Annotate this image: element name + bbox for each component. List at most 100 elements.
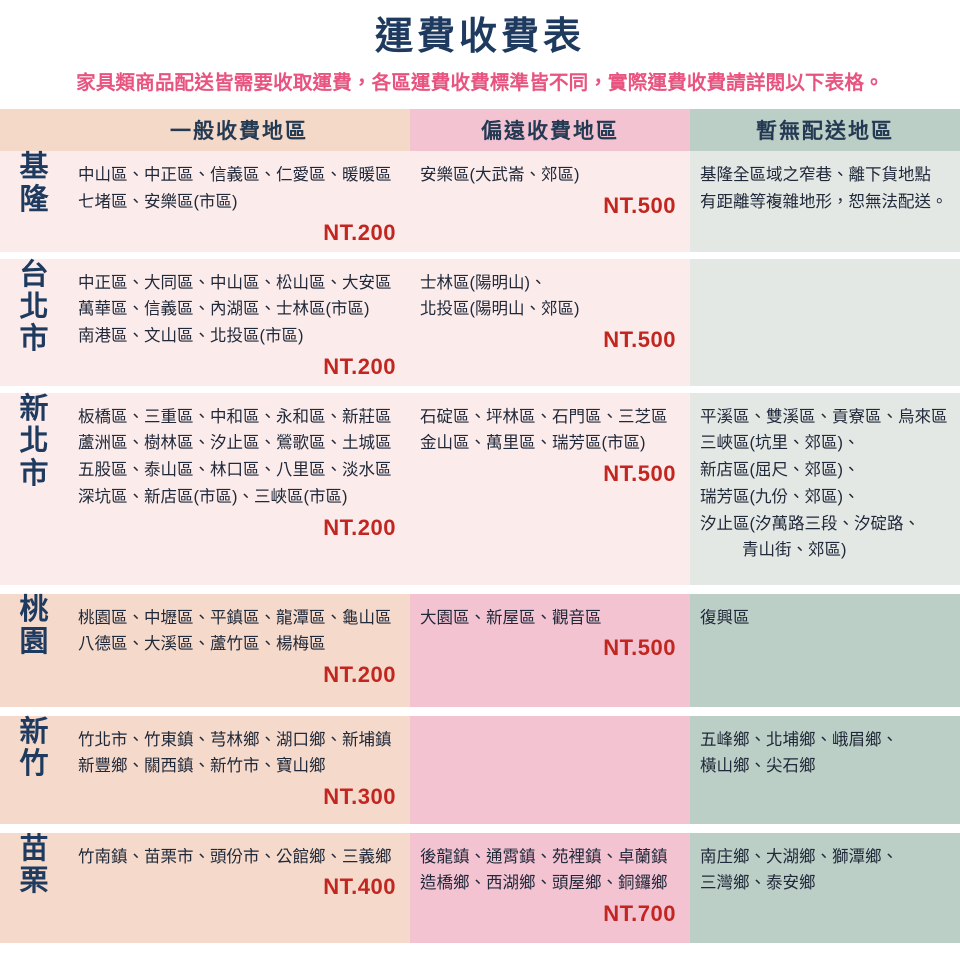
- area-line: 中正區、大同區、中山區、松山區、大安區: [78, 273, 392, 292]
- area-list: 竹北市、竹東鎮、芎林鄉、湖口鄉、新埔鎮 新豐鄉、關西鎮、新竹市、寶山鄉: [78, 727, 400, 780]
- area-line: 八德區、大溪區、蘆竹區、楊梅區: [78, 635, 326, 654]
- area-list: 復興區: [700, 605, 950, 632]
- region-label-cell: 新竹: [0, 715, 68, 824]
- area-line: 竹北市、竹東鎮、芎林鄉、湖口鄉、新埔鎮: [78, 730, 392, 749]
- no-delivery-zone-cell: 五峰鄉、北埔鄉、峨眉鄉、 橫山鄉、尖石鄉: [690, 715, 960, 824]
- price-amount: NT.200: [323, 353, 396, 379]
- area-line: 青山街、郊區): [742, 541, 847, 560]
- area-list: 板橋區、三重區、中和區、永和區、新莊區 蘆洲區、樹林區、汐止區、鶯歌區、土城區 五股…: [78, 404, 400, 511]
- region-name: 台北市: [19, 258, 49, 356]
- price-amount: NT.200: [323, 219, 396, 245]
- row-spacer-cell: [0, 385, 960, 393]
- area-line: 大園區、新屋區、觀音區: [420, 608, 602, 627]
- table-body: 基隆 中山區、中正區、信義區、仁愛區、暖暖區 七堵區、安樂區(市區) NT.200 安樂…: [0, 151, 960, 943]
- area-line: 後龍鎮、通霄鎮、苑裡鎮、卓蘭鎮: [420, 847, 668, 866]
- area-list: 中正區、大同區、中山區、松山區、大安區 萬華區、信義區、內湖區、士林區(市區) 南港…: [78, 270, 400, 350]
- region-name: 基隆: [19, 151, 49, 216]
- remote-zone-cell: 士林區(陽明山)、 北投區(陽明山、郊區) NT.500: [410, 258, 690, 386]
- no-delivery-zone-cell: [690, 258, 960, 386]
- area-line: 蘆洲區、樹林區、汐止區、鶯歌區、土城區: [78, 434, 392, 453]
- price-amount: NT.500: [603, 192, 676, 218]
- area-list: 基隆全區域之窄巷、離下貨地點 有距離等複雜地形，恕無法配送。: [700, 162, 950, 215]
- table-row: 新竹 竹北市、竹東鎮、芎林鄉、湖口鄉、新埔鎮 新豐鄉、關西鎮、新竹市、寶山鄉 NT.3…: [0, 715, 960, 824]
- normal-zone-cell: 桃園區、中壢區、平鎮區、龍潭區、龜山區 八德區、大溪區、蘆竹區、楊梅區 NT.200: [68, 593, 410, 707]
- row-spacer: [0, 251, 960, 259]
- remote-zone-cell: 安樂區(大武崙、郊區) NT.500: [410, 151, 690, 252]
- remote-zone-cell: [410, 715, 690, 824]
- region-name: 新竹: [19, 715, 49, 781]
- normal-zone-cell: 板橋區、三重區、中和區、永和區、新莊區 蘆洲區、樹林區、汐止區、鶯歌區、土城區 五股…: [68, 392, 410, 585]
- row-spacer-cell: [0, 823, 960, 833]
- area-line: 七堵區、安樂區(市區): [78, 192, 238, 211]
- area-line: 新豐鄉、關西鎮、新竹市、寶山鄉: [78, 757, 326, 776]
- row-spacer: [0, 385, 960, 393]
- area-line: 平溪區、雙溪區、貢寮區、烏來區: [700, 407, 948, 426]
- table-header: 一般收費地區 偏遠收費地區 暫無配送地區: [0, 109, 960, 152]
- region-label-cell: 苗栗: [0, 832, 68, 943]
- header-remote-zone: 偏遠收費地區: [410, 109, 690, 152]
- area-line: 五股區、泰山區、林口區、八里區、淡水區: [78, 461, 392, 480]
- price-amount: NT.500: [603, 635, 676, 661]
- normal-zone-cell: 竹南鎮、苗栗市、頭份市、公館鄉、三義鄉 NT.400: [68, 832, 410, 943]
- normal-zone-cell: 竹北市、竹東鎮、芎林鄉、湖口鄉、新埔鎮 新豐鄉、關西鎮、新竹市、寶山鄉 NT.300: [68, 715, 410, 824]
- row-spacer: [0, 706, 960, 716]
- area-line: 新店區(屈尺、郊區)、: [700, 461, 860, 480]
- area-line: 士林區(陽明山)、: [420, 273, 547, 292]
- area-list: 平溪區、雙溪區、貢寮區、烏來區 三峽區(坑里、郊區)、 新店區(屈尺、郊區)、 瑞芳區…: [700, 404, 950, 564]
- area-line: 桃園區、中壢區、平鎮區、龍潭區、龜山區: [78, 608, 392, 627]
- region-label-cell: 基隆: [0, 151, 68, 252]
- region-label-cell: 台北市: [0, 258, 68, 386]
- page-subtitle: 家具類商品配送皆需要收取運費，各區運費收費標準皆不同，實際運費收費請詳閱以下表格…: [76, 71, 884, 94]
- area-line: 有距離等複雜地形，恕無法配送。: [700, 192, 948, 211]
- area-line: 深坑區、新店區(市區)、三峽區(市區): [78, 487, 348, 506]
- area-line: 南港區、文山區、北投區(市區): [78, 326, 304, 345]
- row-spacer-cell: [0, 584, 960, 594]
- area-line: 金山區、萬里區、瑞芳區(市區): [420, 434, 646, 453]
- row-spacer: [0, 584, 960, 594]
- table-row: 桃園 桃園區、中壢區、平鎮區、龍潭區、龜山區 八德區、大溪區、蘆竹區、楊梅區 NT.2…: [0, 593, 960, 707]
- area-line: 南庄鄉、大湖鄉、獅潭鄉、: [700, 847, 898, 866]
- table-row: 台北市 中正區、大同區、中山區、松山區、大安區 萬華區、信義區、內湖區、士林區(市區…: [0, 258, 960, 386]
- page-title: 運費收費表: [374, 16, 585, 58]
- header-region-label: [0, 109, 68, 152]
- area-line: 瑞芳區(九份、郊區)、: [700, 487, 860, 506]
- row-spacer-cell: [0, 251, 960, 259]
- table-row: 新北市 板橋區、三重區、中和區、永和區、新莊區 蘆洲區、樹林區、汐止區、鶯歌區、土城…: [0, 392, 960, 585]
- area-list: 南庄鄉、大湖鄉、獅潭鄉、 三灣鄉、泰安鄉: [700, 844, 950, 897]
- area-line: 石碇區、坪林區、石門區、三芝區: [420, 407, 668, 426]
- area-list: 士林區(陽明山)、北投區(陽明山、郊區): [420, 270, 680, 323]
- area-list: 大園區、新屋區、觀音區: [420, 605, 680, 632]
- area-line: 三峽區(坑里、郊區)、: [700, 434, 860, 453]
- region-name: 桃園: [19, 593, 49, 659]
- title-block: 運費收費表 家具類商品配送皆需要收取運費，各區運費收費標準皆不同，實際運費收費請…: [0, 0, 960, 95]
- area-line: 竹南鎮、苗栗市、頭份市、公館鄉、三義鄉: [78, 847, 392, 866]
- area-list: 後龍鎮、通霄鎮、苑裡鎮、卓蘭鎮 造橋鄉、西湖鄉、頭屋鄉、銅鑼鄉: [420, 844, 680, 897]
- normal-zone-cell: 中山區、中正區、信義區、仁愛區、暖暖區 七堵區、安樂區(市區) NT.200: [68, 151, 410, 252]
- normal-zone-cell: 中正區、大同區、中山區、松山區、大安區 萬華區、信義區、內湖區、士林區(市區) 南港…: [68, 258, 410, 386]
- region-name: 新北市: [19, 392, 49, 490]
- area-list: 中山區、中正區、信義區、仁愛區、暖暖區 七堵區、安樂區(市區): [78, 162, 400, 215]
- area-line: 中山區、中正區、信義區、仁愛區、暖暖區: [78, 166, 392, 185]
- remote-zone-cell: 大園區、新屋區、觀音區 NT.500: [410, 593, 690, 707]
- remote-zone-cell: 石碇區、坪林區、石門區、三芝區 金山區、萬里區、瑞芳區(市區) NT.500: [410, 392, 690, 585]
- area-line: 安樂區(大武崙、郊區): [420, 166, 580, 185]
- price-amount: NT.400: [323, 874, 396, 900]
- header-no-delivery-zone: 暫無配送地區: [690, 109, 960, 152]
- region-label-cell: 桃園: [0, 593, 68, 707]
- area-line: 北投區(陽明山、郊區): [420, 300, 580, 319]
- area-list: 竹南鎮、苗栗市、頭份市、公館鄉、三義鄉: [78, 844, 400, 871]
- area-line: 復興區: [700, 608, 750, 627]
- area-line: 板橋區、三重區、中和區、永和區、新莊區: [78, 407, 392, 426]
- area-line: 基隆全區域之窄巷、離下貨地點: [700, 166, 931, 185]
- no-delivery-zone-cell: 平溪區、雙溪區、貢寮區、烏來區 三峽區(坑里、郊區)、 新店區(屈尺、郊區)、 瑞芳區…: [690, 392, 960, 585]
- row-spacer: [0, 823, 960, 833]
- area-line: 三灣鄉、泰安鄉: [700, 874, 816, 893]
- region-name: 苗栗: [19, 832, 49, 898]
- area-line: 汐止區(汐萬路三段、汐碇路、: [700, 514, 920, 533]
- no-delivery-zone-cell: 復興區: [690, 593, 960, 707]
- area-line: 萬華區、信義區、內湖區、士林區(市區): [78, 300, 370, 319]
- no-delivery-zone-cell: 南庄鄉、大湖鄉、獅潭鄉、 三灣鄉、泰安鄉: [690, 832, 960, 943]
- price-amount: NT.300: [323, 784, 396, 810]
- row-spacer-cell: [0, 706, 960, 716]
